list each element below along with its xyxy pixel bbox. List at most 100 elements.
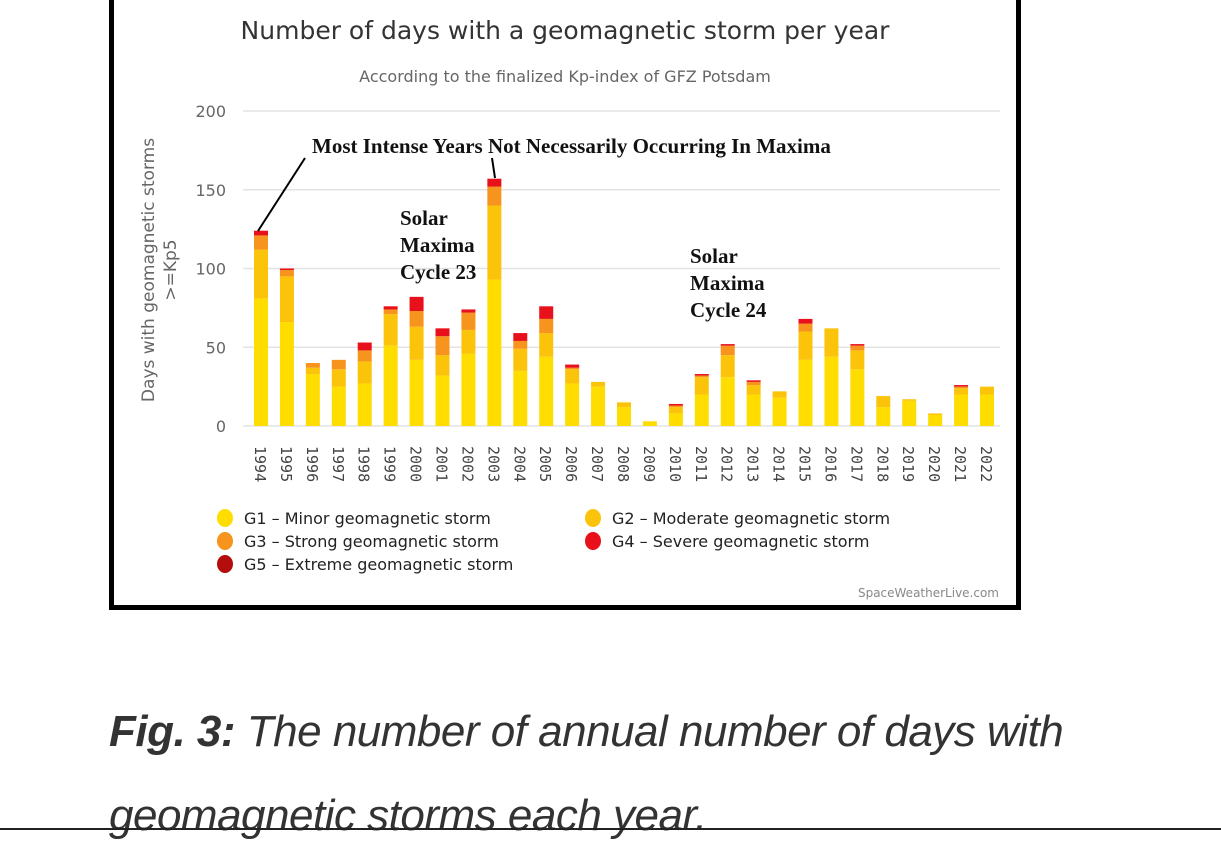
- bar-segment: [746, 385, 761, 395]
- bar-segment: [850, 369, 865, 426]
- bar-segment: [617, 402, 631, 408]
- x-tick-label: 2010: [666, 446, 684, 482]
- y-tick-label: 100: [195, 260, 226, 279]
- legend-marker: [217, 509, 233, 527]
- bar-segment: [331, 369, 346, 387]
- x-tick-label: 1998: [355, 446, 373, 482]
- bars: [254, 178, 994, 426]
- gridlines: [243, 110, 1000, 427]
- bar-segment: [305, 367, 320, 375]
- legend-label[interactable]: G5 – Extreme geomagnetic storm: [244, 555, 513, 574]
- bar-segment: [954, 394, 969, 426]
- x-tick-label: 2002: [458, 446, 476, 482]
- x-tick-label: 2003: [484, 446, 502, 482]
- bar-segment: [409, 311, 424, 327]
- x-tick-label: 2001: [433, 446, 451, 482]
- bar-segment: [720, 355, 735, 378]
- bar-segment: [487, 205, 502, 280]
- legend-label[interactable]: G2 – Moderate geomagnetic storm: [612, 509, 890, 528]
- bar-segment: [798, 323, 813, 332]
- x-axis-ticks: 1994 1995 1996 1997 1998 1999 2000 2001 2002 2003…: [251, 446, 995, 482]
- bar-segment: [357, 350, 372, 362]
- bar-segment: [876, 396, 891, 408]
- bar-segment: [279, 276, 294, 323]
- annotation-cycle23-line2: Maxima: [400, 233, 475, 257]
- x-tick-label: 2018: [873, 446, 891, 482]
- bar-segment: [668, 413, 683, 426]
- bar-segment: [902, 400, 917, 426]
- bar-segment: [487, 186, 502, 206]
- bar-segment: [694, 377, 709, 395]
- bar-segment: [279, 322, 294, 426]
- bar-segment: [539, 333, 554, 357]
- bar-segment: [279, 270, 294, 277]
- x-tick-label: 1999: [381, 446, 399, 482]
- y-tick-label: 150: [195, 181, 226, 200]
- bar-segment: [694, 375, 709, 378]
- credit: SpaceWeatherLive.com: [858, 586, 999, 600]
- x-tick-label: 2004: [510, 446, 528, 482]
- bar-segment: [461, 312, 476, 330]
- x-tick-label: 2022: [977, 446, 995, 482]
- bar-segment: [668, 407, 683, 414]
- y-axis-label-line2: >=Kp5: [161, 239, 181, 300]
- bar-segment: [928, 414, 943, 426]
- bar-segment: [383, 314, 398, 346]
- legend-label[interactable]: G4 – Severe geomagnetic storm: [612, 532, 869, 551]
- stacked-bar-chart: Number of days with a geomagnetic storm …: [139, 16, 1000, 600]
- bar-segment: [694, 394, 709, 426]
- y-tick-label: 50: [206, 338, 226, 357]
- x-tick-label: 2015: [796, 446, 814, 482]
- annotation-intense-years: Most Intense Years Not Necessarily Occur…: [312, 134, 831, 158]
- bar-segment: [772, 397, 787, 426]
- bar-segment: [668, 403, 683, 406]
- caption-text: The number of annual number of days with…: [109, 707, 1064, 840]
- bar-segment: [565, 364, 580, 368]
- legend-label[interactable]: G1 – Minor geomagnetic storm: [244, 509, 491, 528]
- bar-segment: [409, 326, 424, 360]
- annotation-cycle23-line1: Solar: [400, 206, 448, 230]
- bar-segment: [980, 386, 994, 395]
- y-tick-label: 0: [216, 417, 226, 436]
- bar-segment: [746, 381, 761, 386]
- bar-segment: [254, 230, 268, 236]
- x-tick-label: 1997: [329, 446, 347, 482]
- bar-segment: [435, 375, 450, 426]
- bar-segment: [513, 340, 528, 349]
- bar-segment: [746, 380, 761, 382]
- bar-segment: [954, 386, 969, 389]
- y-axis-label-line1: Days with geomagnetic storms: [139, 138, 159, 402]
- x-tick-label: 1995: [277, 446, 295, 482]
- x-tick-label: 1994: [251, 446, 269, 482]
- bar-segment: [487, 279, 502, 426]
- bar-segment: [591, 381, 606, 387]
- bar-segment: [461, 309, 476, 313]
- bar-segment: [720, 345, 735, 356]
- bar-segment: [331, 386, 346, 426]
- bar-segment: [254, 249, 268, 299]
- bar-segment: [513, 370, 528, 426]
- bar-segment: [642, 421, 657, 426]
- legend-marker: [217, 555, 233, 573]
- bar-segment: [720, 377, 735, 426]
- x-tick-label: 2008: [614, 446, 632, 482]
- bar-segment: [254, 235, 268, 250]
- bar-segment: [305, 363, 320, 368]
- bar-segment: [772, 391, 787, 398]
- bar-segment: [539, 356, 554, 426]
- legend-label[interactable]: G3 – Strong geomagnetic storm: [244, 532, 499, 551]
- bar-segment: [357, 383, 372, 426]
- x-tick-label: 2006: [562, 446, 580, 482]
- bar-segment: [824, 356, 839, 426]
- x-tick-label: 2009: [640, 446, 658, 482]
- annotation-arrow-1994: [257, 157, 306, 232]
- bar-segment: [928, 413, 943, 415]
- x-tick-label: 2021: [951, 446, 969, 482]
- x-tick-label: 2017: [847, 446, 865, 482]
- x-tick-label: 2013: [744, 446, 762, 482]
- bar-segment: [850, 345, 865, 351]
- bar-segment: [305, 374, 320, 426]
- x-tick-label: 2007: [588, 446, 606, 482]
- y-tick-label: 200: [195, 102, 226, 121]
- bar-segment: [435, 328, 450, 337]
